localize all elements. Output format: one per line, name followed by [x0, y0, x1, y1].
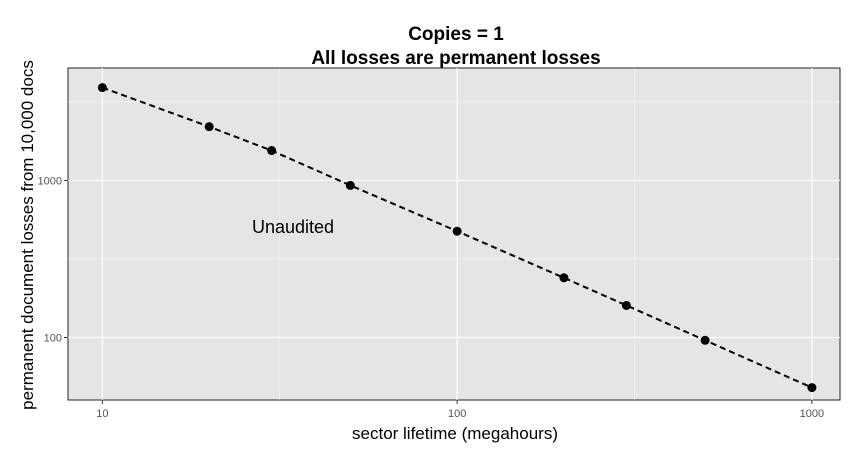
x-tick-label: 100 — [448, 408, 466, 420]
chart-subtitle: All losses are permanent losses — [311, 48, 600, 69]
data-point — [559, 273, 569, 283]
data-point — [452, 226, 462, 236]
data-point — [621, 300, 631, 310]
x-tick-label: 1000 — [800, 408, 824, 420]
data-point — [807, 383, 817, 393]
x-axis-title: sector lifetime (megahours) — [352, 424, 558, 443]
annotation-unaudited: Unaudited — [252, 217, 334, 237]
data-point — [345, 180, 355, 190]
y-tick-label: 1000 — [38, 175, 62, 187]
chart-title: Copies = 1 — [408, 24, 504, 45]
data-point — [97, 83, 107, 93]
x-tick-label: 10 — [96, 408, 108, 420]
data-point — [700, 335, 710, 345]
data-points — [97, 83, 817, 393]
axis-ticks: 10 100 1000 100 1000 — [38, 175, 825, 420]
data-point — [267, 146, 277, 156]
data-point — [204, 122, 214, 132]
y-tick-label: 100 — [44, 333, 62, 345]
y-axis-title: permanent document losses from 10,000 do… — [18, 60, 37, 410]
